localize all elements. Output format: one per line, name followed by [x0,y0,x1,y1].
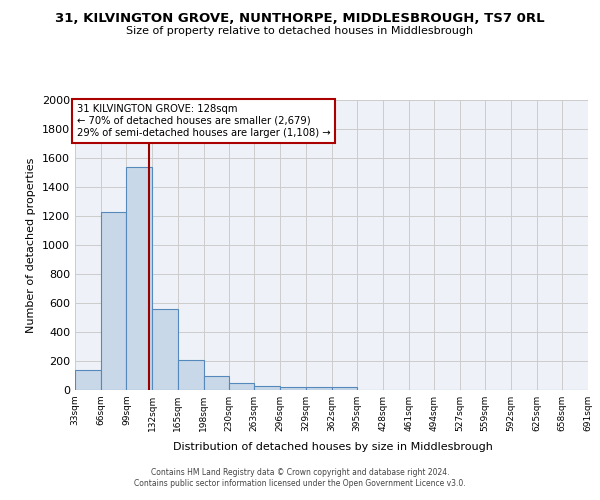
Text: Size of property relative to detached houses in Middlesbrough: Size of property relative to detached ho… [127,26,473,36]
Text: 31, KILVINGTON GROVE, NUNTHORPE, MIDDLESBROUGH, TS7 0RL: 31, KILVINGTON GROVE, NUNTHORPE, MIDDLES… [55,12,545,26]
Text: Distribution of detached houses by size in Middlesbrough: Distribution of detached houses by size … [173,442,493,452]
Bar [152,309,178,390]
Bar [280,387,306,390]
Bar [101,212,127,390]
Y-axis label: Number of detached properties: Number of detached properties [26,158,37,332]
Bar [306,387,331,390]
Bar [178,360,203,390]
Bar [127,166,152,390]
Bar [203,376,229,390]
Bar [75,370,101,390]
Text: Contains HM Land Registry data © Crown copyright and database right 2024.
Contai: Contains HM Land Registry data © Crown c… [134,468,466,487]
Bar [331,387,357,390]
Bar [254,386,280,390]
Text: 31 KILVINGTON GROVE: 128sqm
← 70% of detached houses are smaller (2,679)
29% of : 31 KILVINGTON GROVE: 128sqm ← 70% of det… [77,104,330,138]
Bar [229,383,254,390]
